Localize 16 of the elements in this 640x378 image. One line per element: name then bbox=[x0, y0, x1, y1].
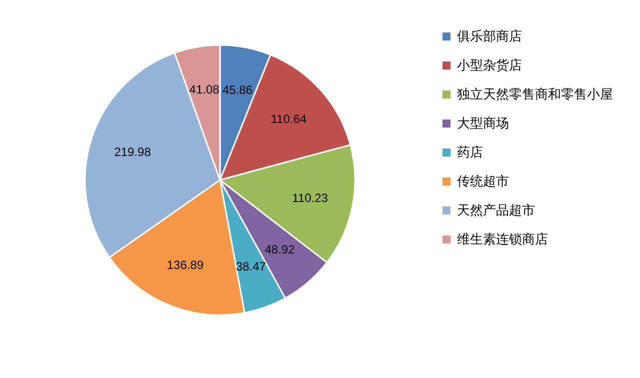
data-label: 136.89 bbox=[166, 258, 204, 272]
data-label: 41.08 bbox=[189, 82, 220, 97]
data-label: 110.23 bbox=[292, 190, 328, 205]
legend-label: 药店 bbox=[457, 144, 483, 160]
legend-label: 天然产品超市 bbox=[457, 202, 535, 218]
data-label: 110.64 bbox=[270, 112, 307, 126]
legend-label: 大型商场 bbox=[457, 116, 509, 130]
legend-label: 独立天然零售商和零售小屋 bbox=[457, 86, 613, 102]
legend-label: 小型杂货店 bbox=[457, 58, 522, 72]
legend-label: 传统超市 bbox=[457, 174, 509, 188]
legend-label: 维生素连锁商店 bbox=[457, 232, 548, 246]
data-label: 48.92 bbox=[264, 242, 296, 257]
data-label: 38.47 bbox=[236, 259, 266, 274]
data-label: 45.86 bbox=[222, 82, 253, 97]
legend-label: 俱乐部商店 bbox=[457, 28, 522, 44]
data-label: 219.98 bbox=[114, 145, 152, 160]
